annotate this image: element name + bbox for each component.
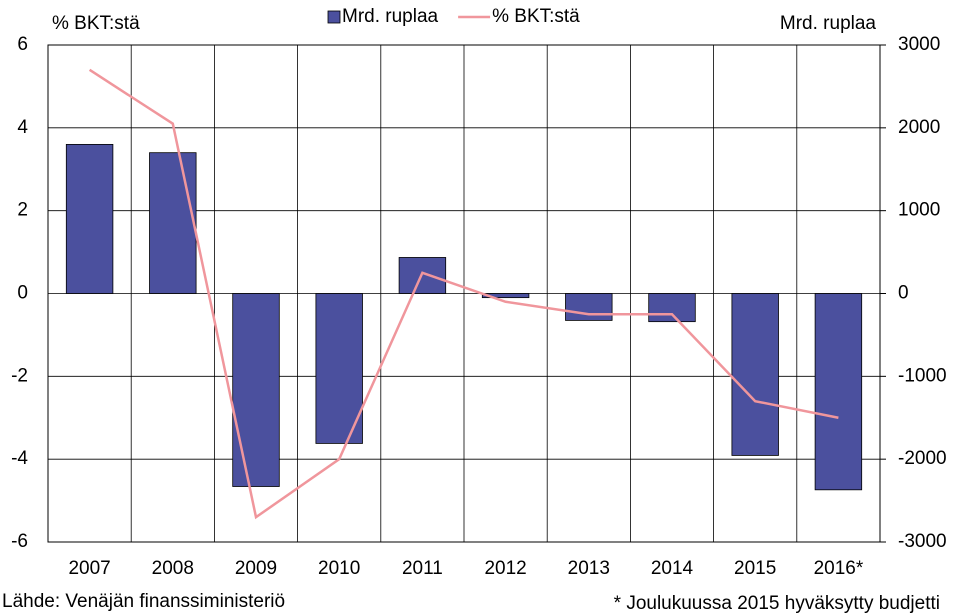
x-tick-label: 2009	[235, 558, 277, 579]
y-tick-label: -2	[11, 365, 28, 386]
y-tick-label: 6	[17, 34, 28, 55]
x-tick-label: 2015	[734, 558, 776, 579]
bar	[232, 293, 280, 487]
bar	[731, 293, 779, 456]
legend-label: % BKT:stä	[492, 6, 580, 27]
x-tick-label: 2013	[568, 558, 610, 579]
x-tick-label: 2011	[402, 558, 443, 579]
y2-tick-label: 3000	[898, 34, 940, 55]
bar	[814, 293, 863, 491]
bar	[315, 293, 363, 444]
y2-tick-label: -3000	[898, 531, 947, 552]
x-tick-label: 2007	[68, 558, 110, 579]
line	[88, 68, 839, 520]
y-tick-label: 4	[17, 117, 28, 138]
y2-tick-label: -1000	[898, 365, 947, 386]
x-tick-label: 2016*	[814, 558, 864, 579]
y-tick-label: 2	[17, 200, 28, 221]
source: Lähde: Venäjän finanssiministeriö	[2, 591, 285, 612]
bar	[565, 293, 613, 321]
y-axis-label: % BKT:stä	[52, 13, 140, 34]
x-tick-label: 2012	[484, 558, 526, 579]
y-tick-label: 0	[17, 283, 28, 304]
x-tick-label: 2014	[651, 558, 694, 579]
bar	[65, 143, 114, 294]
y2-tick-label: -2000	[898, 448, 947, 469]
bar	[648, 293, 696, 323]
y-tick-label: -6	[11, 531, 28, 552]
legend-swatch	[327, 10, 341, 24]
x-tick-label: 2010	[318, 558, 360, 579]
y2-tick-label: 0	[898, 283, 909, 304]
legend-label: Mrd. ruplaa	[342, 6, 439, 27]
bar	[481, 293, 530, 299]
y2-tick-label: 2000	[898, 117, 940, 138]
note: * Joulukuussa 2015 hyväksytty budjetti	[614, 593, 940, 614]
bar	[149, 152, 197, 294]
y2-axis-label: Mrd. ruplaa	[780, 13, 877, 34]
y-tick-label: -4	[11, 448, 28, 469]
y2-tick-label: 1000	[898, 200, 940, 221]
x-tick-label: 2008	[152, 558, 194, 579]
